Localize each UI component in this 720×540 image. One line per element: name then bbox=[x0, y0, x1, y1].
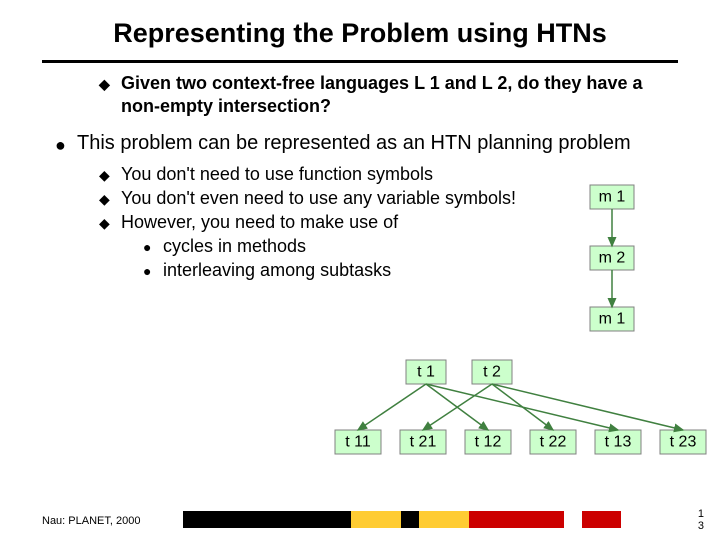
sub-bullet-1: ◆ You don't need to use function symbols bbox=[99, 163, 670, 186]
svg-text:t 12: t 12 bbox=[475, 434, 502, 451]
sub-bullet-3: ◆ However, you need to make use of bbox=[99, 211, 670, 234]
page-number: 1 3 bbox=[698, 508, 704, 532]
s3b-text: interleaving among subtasks bbox=[163, 259, 391, 282]
subsub-bullet-a: ● cycles in methods bbox=[143, 235, 670, 258]
svg-text:t 11: t 11 bbox=[345, 434, 371, 451]
svg-text:t 1: t 1 bbox=[417, 364, 435, 381]
sub2-text: You don't even need to use any variable … bbox=[121, 187, 516, 210]
sub1-text: You don't need to use function symbols bbox=[121, 163, 433, 186]
disc-icon: ● bbox=[143, 235, 163, 257]
disc-icon: ● bbox=[55, 131, 77, 157]
page-number-top: 1 bbox=[698, 508, 704, 520]
svg-text:t 13: t 13 bbox=[605, 434, 632, 451]
page-number-bot: 3 bbox=[698, 520, 704, 532]
main-text: This problem can be represented as an HT… bbox=[77, 131, 631, 157]
sub3-text: However, you need to make use of bbox=[121, 211, 398, 234]
svg-text:t 2: t 2 bbox=[483, 364, 501, 381]
content-area: ◆ Given two context-free languages L 1 a… bbox=[55, 72, 670, 283]
bullet-main: ● This problem can be represented as an … bbox=[55, 131, 670, 157]
diamond-icon: ◆ bbox=[99, 163, 121, 185]
subsub-bullet-b: ● interleaving among subtasks bbox=[143, 259, 670, 282]
sub-bullet-2: ◆ You don't even need to use any variabl… bbox=[99, 187, 670, 210]
svg-text:t 23: t 23 bbox=[670, 434, 697, 451]
title-underline bbox=[42, 60, 678, 63]
slide-title: Representing the Problem using HTNs bbox=[40, 18, 680, 49]
footer-flag-bar bbox=[183, 511, 621, 528]
question-text: Given two context-free languages L 1 and… bbox=[121, 72, 670, 118]
svg-text:m 1: m 1 bbox=[599, 311, 626, 328]
diamond-icon: ◆ bbox=[99, 211, 121, 233]
disc-icon: ● bbox=[143, 259, 163, 281]
diamond-icon: ◆ bbox=[99, 72, 121, 94]
bullet-question: ◆ Given two context-free languages L 1 a… bbox=[99, 72, 670, 118]
s3a-text: cycles in methods bbox=[163, 235, 306, 258]
svg-text:t 22: t 22 bbox=[540, 434, 567, 451]
svg-text:t 21: t 21 bbox=[410, 434, 437, 451]
diamond-icon: ◆ bbox=[99, 187, 121, 209]
footer-citation: Nau: PLANET, 2000 bbox=[42, 515, 140, 527]
